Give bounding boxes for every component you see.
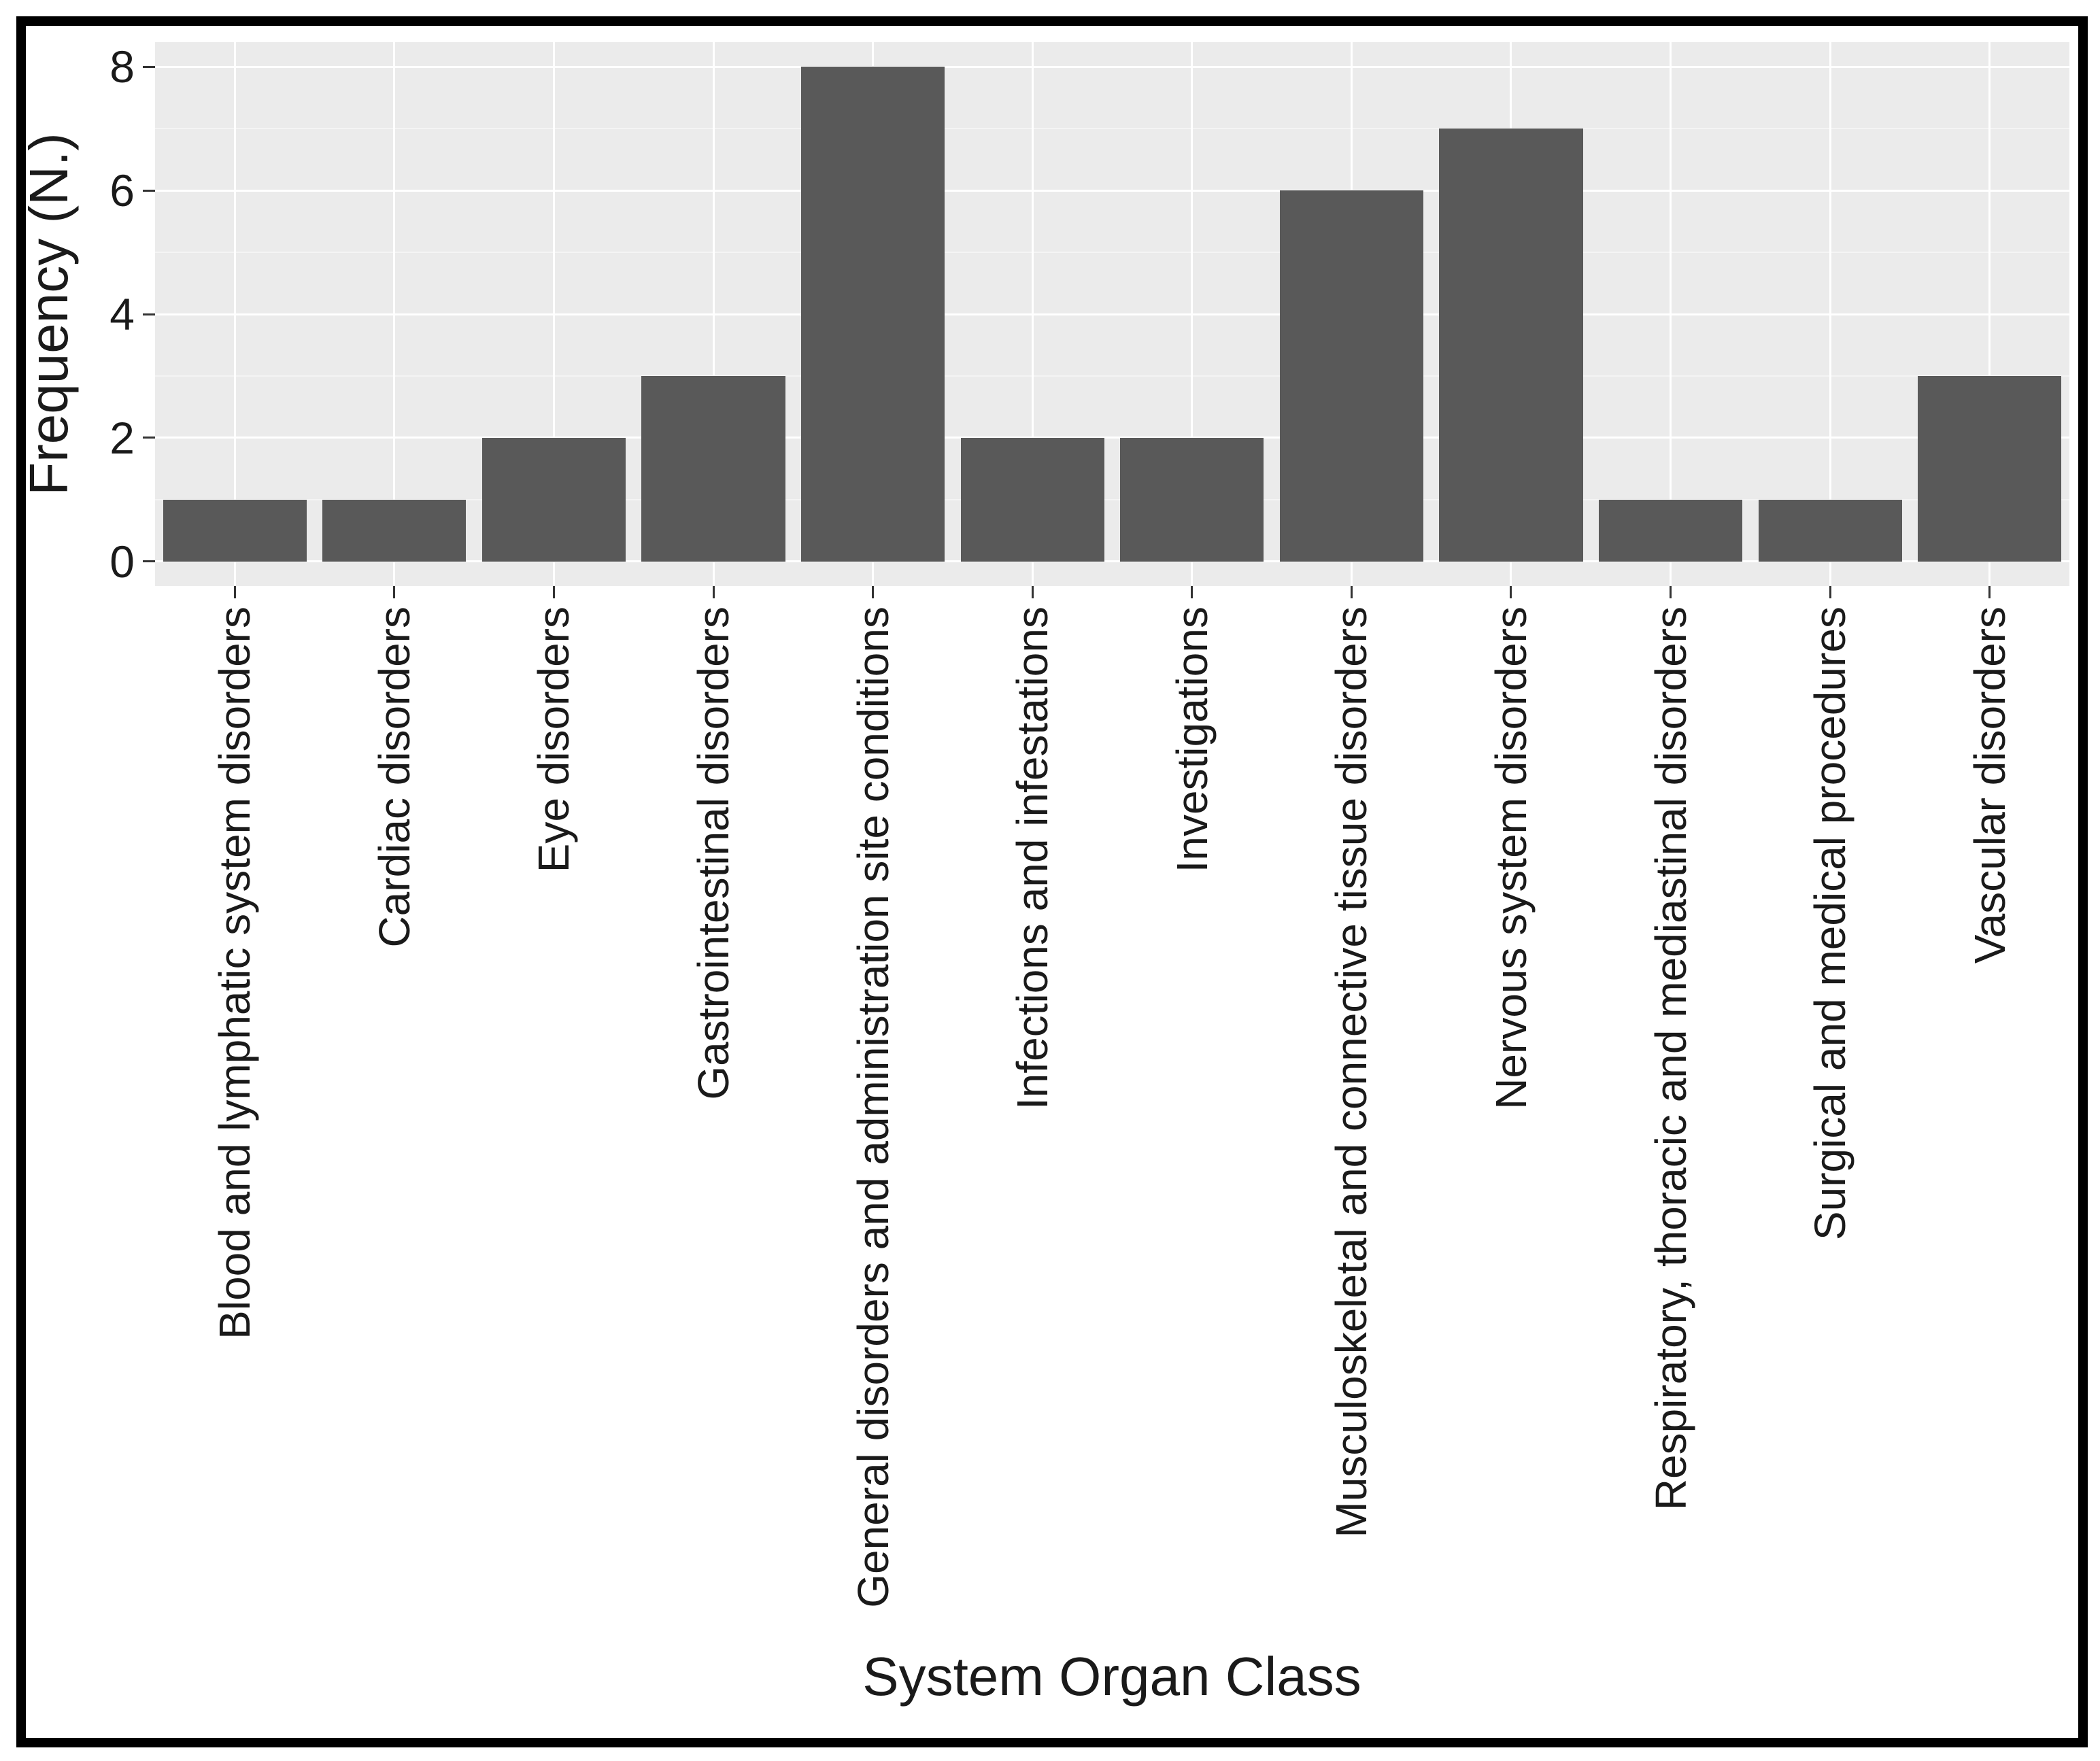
y-tick-mark — [143, 313, 155, 315]
x-tick-label: Surgical and medical procedures — [1806, 606, 1855, 1241]
y-tick-label: 0 — [109, 536, 135, 587]
vertical-gridline — [233, 42, 236, 586]
x-tick-label: General disorders and administration sit… — [848, 606, 898, 1608]
x-tick-label: Cardiac disorders — [369, 606, 419, 948]
vertical-gridline — [393, 42, 396, 586]
y-tick-mark — [143, 65, 155, 68]
major-gridline — [155, 560, 2069, 563]
vertical-gridline — [1191, 42, 1193, 586]
bar — [1598, 499, 1743, 562]
vertical-gridline — [1031, 42, 1034, 586]
x-tick-label: Blood and lymphatic system disorders — [210, 606, 260, 1339]
x-tick-mark — [1191, 586, 1193, 598]
y-tick-mark — [143, 189, 155, 192]
plot-panel — [155, 42, 2069, 586]
major-gridline — [155, 313, 2069, 315]
bar — [1758, 499, 1902, 562]
x-tick-label: Vascular disorders — [1965, 606, 2014, 964]
bar — [163, 499, 307, 562]
y-tick-mark — [143, 560, 155, 563]
x-tick-mark — [712, 586, 715, 598]
x-tick-mark — [1510, 586, 1512, 598]
x-tick-label: Investigations — [1167, 606, 1217, 873]
bar — [641, 375, 785, 562]
x-tick-mark — [1031, 586, 1034, 598]
bar — [1439, 129, 1583, 562]
bar — [322, 499, 467, 562]
major-gridline — [155, 65, 2069, 68]
x-axis-title: System Organ Class — [862, 1646, 1361, 1707]
major-gridline — [155, 437, 2069, 439]
minor-gridline — [155, 375, 2069, 377]
y-tick-label: 6 — [109, 165, 135, 216]
x-tick-mark — [393, 586, 396, 598]
bar — [481, 437, 626, 562]
x-tick-mark — [872, 586, 875, 598]
x-tick-mark — [1829, 586, 1831, 598]
major-gridline — [155, 189, 2069, 192]
y-tick-mark — [143, 437, 155, 439]
vertical-gridline — [712, 42, 715, 586]
bar — [1279, 190, 1423, 562]
x-tick-mark — [233, 586, 236, 598]
minor-gridline — [155, 128, 2069, 130]
bar — [1120, 437, 1264, 562]
bar — [801, 67, 945, 562]
x-tick-mark — [1988, 586, 1991, 598]
x-tick-label: Musculoskeletal and connective tissue di… — [1327, 606, 1376, 1538]
y-tick-label: 4 — [109, 289, 135, 339]
bar — [960, 437, 1104, 562]
minor-gridline — [155, 498, 2069, 500]
bar — [1918, 375, 2062, 562]
x-tick-label: Infections and infestations — [1008, 606, 1057, 1110]
x-tick-mark — [552, 586, 555, 598]
vertical-gridline — [1988, 42, 1991, 586]
vertical-gridline — [1670, 42, 1672, 586]
vertical-gridline — [552, 42, 555, 586]
y-tick-label: 2 — [109, 412, 135, 463]
x-tick-label: Eye disorders — [529, 606, 579, 873]
vertical-gridline — [1829, 42, 1831, 586]
x-tick-label: Gastrointestinal disorders — [689, 606, 739, 1100]
x-tick-label: Respiratory, thoracic and mediastinal di… — [1646, 606, 1695, 1511]
minor-gridline — [155, 252, 2069, 254]
y-tick-label: 8 — [109, 41, 135, 92]
x-tick-label: Nervous system disorders — [1486, 606, 1536, 1110]
x-tick-mark — [1670, 586, 1672, 598]
x-tick-mark — [1350, 586, 1353, 598]
